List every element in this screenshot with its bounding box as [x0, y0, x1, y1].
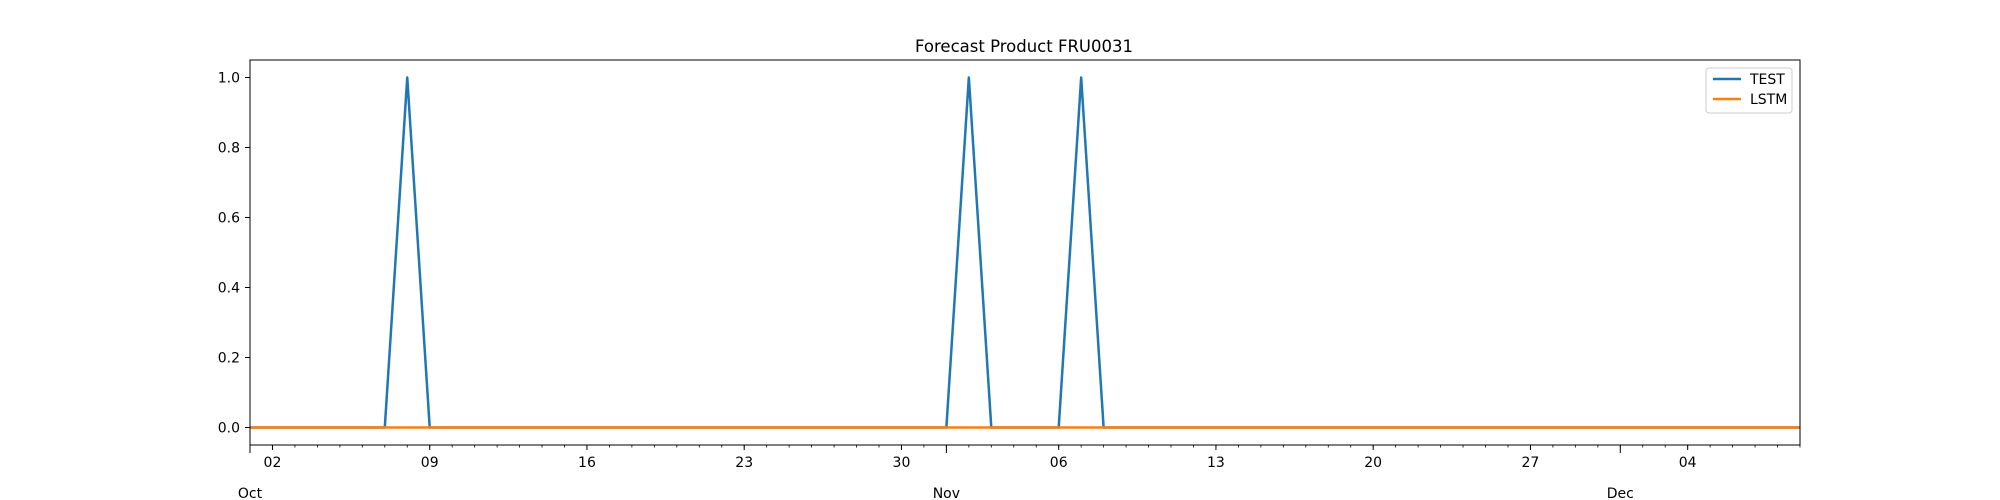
legend-label-lstm: LSTM: [1750, 92, 1787, 108]
series-line-test: [250, 76, 1800, 429]
x-tick-label: 13: [1207, 455, 1225, 471]
y-tick-label: 0.8: [218, 141, 240, 157]
legend-label-test: TEST: [1749, 72, 1785, 88]
x-tick-label: 16: [578, 455, 596, 471]
y-tick-label: 0.0: [218, 421, 240, 437]
legend: TEST LSTM: [1705, 67, 1793, 114]
y-tick-label: 0.2: [218, 351, 240, 367]
x-axis: 02 09 16 23 30 06 13 20 27 04 Oct Nov Dec: [238, 445, 1801, 500]
plot-lines: [250, 76, 1800, 429]
x-tick-label: 20: [1364, 455, 1382, 471]
y-tick-label: 1.0: [218, 71, 240, 87]
x-tick-label: 23: [735, 455, 753, 471]
x-tick-label: 27: [1522, 455, 1540, 471]
x-tick-label: 06: [1050, 455, 1068, 471]
y-tick-label: 0.6: [218, 211, 240, 227]
x-tick-label: 02: [264, 455, 282, 471]
x-tick-label: 30: [893, 455, 911, 471]
chart-title: Forecast Product FRU0031: [915, 37, 1133, 56]
x-tick-label: 09: [421, 455, 439, 471]
y-tick-label: 0.4: [218, 281, 240, 297]
plot-frame: [249, 59, 1801, 446]
x-tick-label: 04: [1679, 455, 1697, 471]
y-axis: 0.0 0.2 0.4 0.6 0.8 1.0: [218, 71, 250, 437]
x-month-label: Oct: [238, 486, 263, 500]
x-month-label: Dec: [1607, 486, 1634, 500]
x-month-label: Nov: [933, 486, 960, 500]
